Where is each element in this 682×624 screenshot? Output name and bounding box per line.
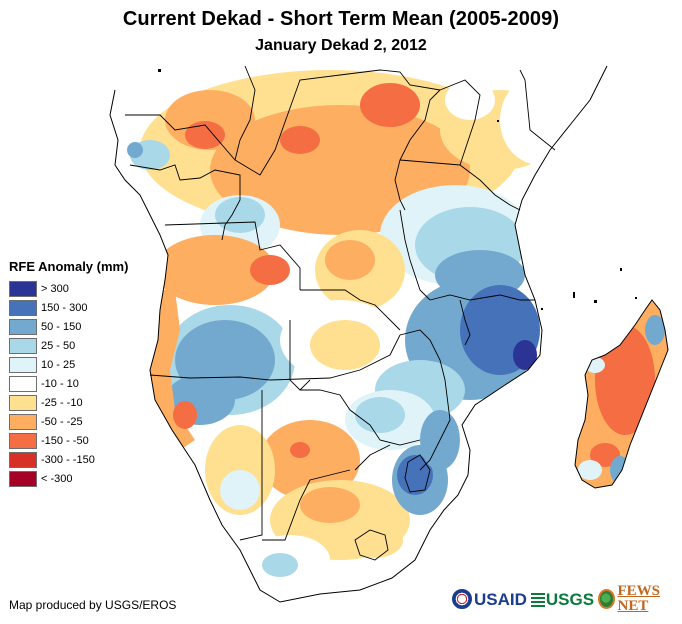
legend-item: -50 - -25 <box>9 412 128 431</box>
legend-swatch <box>9 299 37 316</box>
legend-item: -300 - -150 <box>9 450 128 469</box>
legend-swatch <box>9 470 37 487</box>
legend-label: 50 - 150 <box>41 320 82 333</box>
legend-label: -300 - -150 <box>41 453 95 466</box>
legend-label: 10 - 25 <box>41 358 76 371</box>
legend-item: 10 - 25 <box>9 355 128 374</box>
fewsnet-logo: FEWS NET <box>598 584 682 614</box>
usaid-seal-icon <box>452 589 472 609</box>
legend-swatch <box>9 337 37 354</box>
legend-item: 50 - 150 <box>9 317 128 336</box>
fewsnet-wordmark: FEWS NET <box>617 583 660 614</box>
country-borders <box>125 65 556 561</box>
legend-label: < -300 <box>41 472 73 485</box>
legend-label: 25 - 50 <box>41 339 76 352</box>
partner-logos: USAID USGS FEWS NET <box>452 584 682 614</box>
map-title: Current Dekad - Short Term Mean (2005-20… <box>122 8 560 30</box>
legend-label: 150 - 300 <box>41 301 88 314</box>
globe-icon <box>598 589 616 609</box>
legend-title: RFE Anomaly (mm) <box>9 259 129 274</box>
legend-item: > 300 <box>9 279 128 298</box>
map-subtitle: January Dekad 2, 2012 <box>255 37 427 54</box>
legend-item: < -300 <box>9 469 128 488</box>
usaid-logo: USAID <box>452 589 527 609</box>
legend: RFE Anomaly (mm) > 300 150 - 300 50 - 15… <box>9 259 128 488</box>
madagascar-coastline <box>574 299 669 489</box>
legend-label: -10 - 10 <box>41 377 79 390</box>
mainland-anomaly-layer <box>110 65 607 602</box>
legend-item: -150 - -50 <box>9 431 128 450</box>
legend-swatch <box>9 356 37 373</box>
legend-swatch <box>9 451 37 468</box>
usgs-logo: USGS <box>530 589 595 609</box>
legend-swatch <box>9 375 37 392</box>
legend-swatch <box>9 413 37 430</box>
mainland-coastline <box>109 65 608 603</box>
legend-item: 150 - 300 <box>9 298 128 317</box>
legend-swatch <box>9 394 37 411</box>
legend-label: > 300 <box>41 282 69 295</box>
legend-swatch <box>9 280 37 297</box>
legend-item: -10 - 10 <box>9 374 128 393</box>
legend-label: -150 - -50 <box>41 434 89 447</box>
map-credit: Map produced by USGS/EROS <box>9 598 177 612</box>
legend-swatch <box>9 432 37 449</box>
usgs-wordmark: USGS <box>545 589 595 609</box>
legend-label: -50 - -25 <box>41 415 83 428</box>
legend-item: 25 - 50 <box>9 336 128 355</box>
legend-label: -25 - -10 <box>41 396 83 409</box>
usgs-wave-icon <box>530 591 545 607</box>
madagascar-anomaly-layer <box>575 300 668 488</box>
legend-item: -25 - -10 <box>9 393 128 412</box>
legend-swatch <box>9 318 37 335</box>
islands <box>158 69 637 310</box>
usaid-wordmark: USAID <box>474 589 527 609</box>
